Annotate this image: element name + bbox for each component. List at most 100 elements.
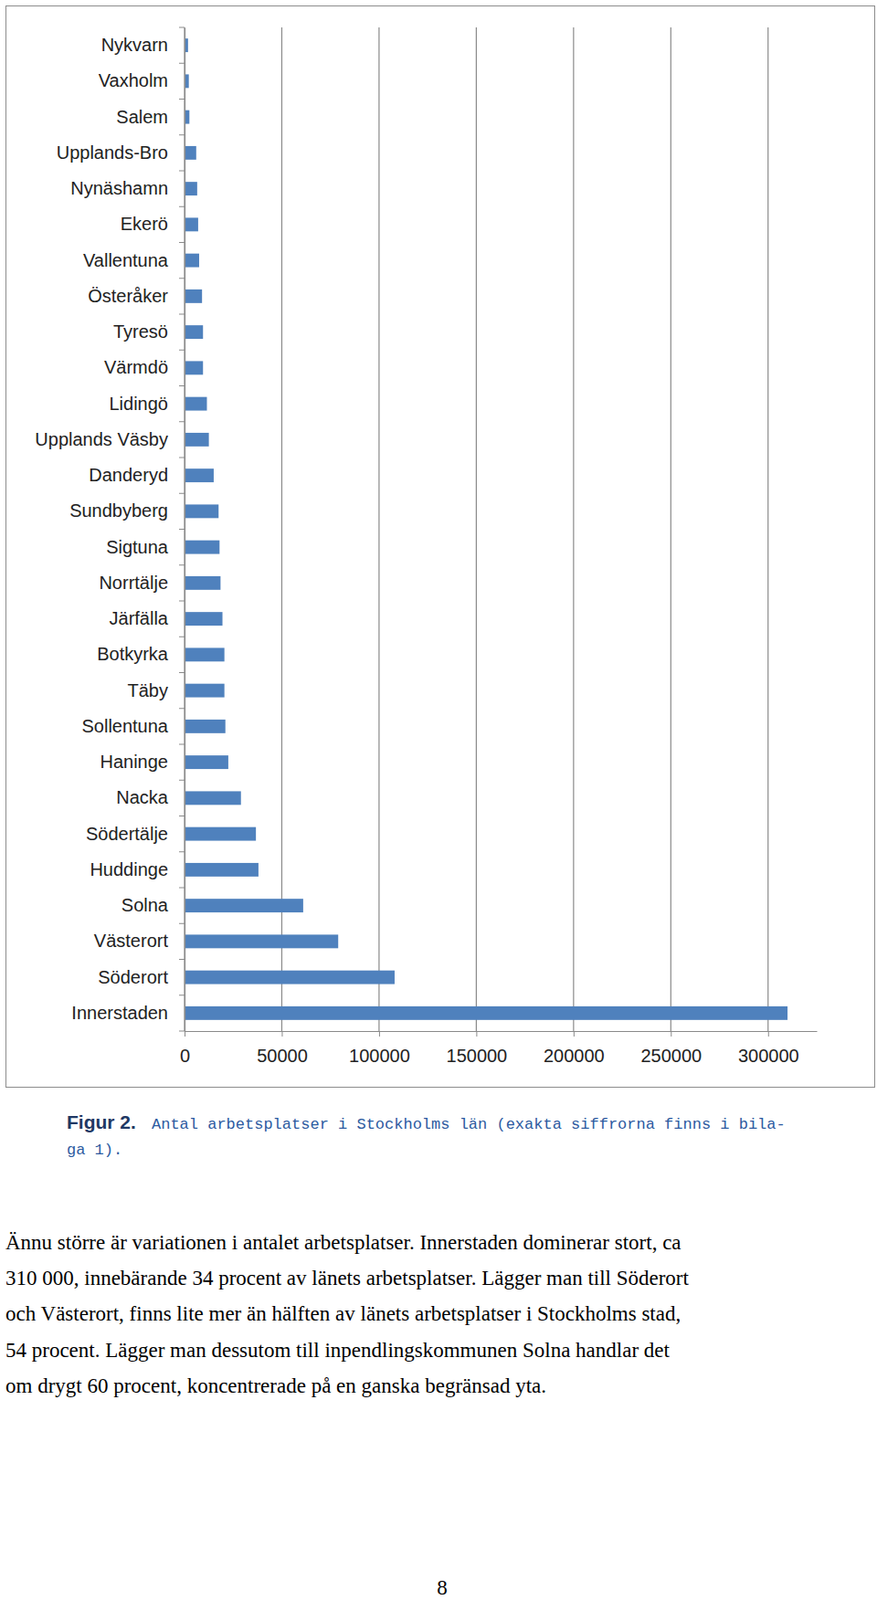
- paragraph-line: 54 procent. Lägger man dessutom till inp…: [5, 1339, 671, 1363]
- bar: [184, 791, 242, 805]
- y-tick: Vallentuna: [83, 250, 185, 271]
- bar: [184, 647, 225, 662]
- y-tick-label: Upplands-Bro: [56, 142, 169, 163]
- y-tick-label: Söderort: [97, 967, 169, 988]
- y-tick: Solna: [121, 895, 185, 916]
- bar: [184, 971, 395, 985]
- y-tick-label: Ekerö: [120, 213, 169, 234]
- y-tick-label: Sigtuna: [105, 537, 170, 558]
- y-tick: Österåker: [87, 285, 185, 307]
- paragraph-line: 310 000, innebärande 34 procent av länet…: [5, 1267, 690, 1290]
- y-tick: Sundbyberg: [69, 500, 185, 521]
- y-tick-label: Haninge: [99, 751, 169, 772]
- bar: [184, 827, 256, 842]
- grid-line: [378, 27, 380, 1032]
- y-tick-label: Upplands Väsby: [34, 429, 169, 450]
- x-tick: 150000: [446, 1031, 508, 1067]
- x-tick-label: 200000: [543, 1046, 605, 1067]
- grid-line: [572, 27, 574, 1032]
- y-tick: Norrtälje: [98, 572, 185, 593]
- category-divider: [179, 242, 185, 244]
- bar: [184, 325, 203, 339]
- x-axis: 0 50000 100000 150000 200000 250000 300000: [179, 1031, 818, 1067]
- category-divider: [179, 63, 185, 64]
- paragraph-line: Ännu större är variationen i antalet arb…: [5, 1231, 682, 1255]
- x-tick-mark: [379, 1031, 381, 1037]
- category-divider: [179, 780, 185, 782]
- x-tick: 200000: [543, 1031, 605, 1067]
- bar: [184, 1006, 788, 1021]
- grid-line: [767, 27, 769, 1032]
- category-divider: [179, 707, 185, 709]
- category-divider: [179, 314, 185, 316]
- y-tick: Täby: [127, 680, 185, 701]
- y-tick-label: Nynäshamn: [70, 178, 169, 199]
- y-tick-label: Nacka: [116, 787, 170, 808]
- y-tick: Haninge: [99, 751, 185, 772]
- y-tick-label: Täby: [127, 680, 169, 701]
- y-tick: Upplands Väsby: [34, 429, 185, 450]
- y-tick: Botkyrka: [96, 644, 185, 665]
- y-tick-label: Salem: [116, 106, 169, 127]
- bar: [184, 934, 339, 949]
- category-divider: [179, 385, 185, 387]
- bar: [184, 433, 210, 447]
- x-tick-label: 250000: [640, 1046, 702, 1067]
- x-tick-mark: [768, 1031, 770, 1037]
- y-tick-label: Södertälje: [85, 824, 169, 845]
- y-tick: Danderyd: [88, 464, 185, 486]
- caption: Figur 2.: [66, 1111, 137, 1133]
- category-divider: [179, 851, 185, 853]
- y-tick-label: Österåker: [87, 285, 169, 307]
- bar: [184, 576, 221, 591]
- category-divider: [179, 421, 185, 423]
- category-divider: [179, 349, 185, 351]
- caption-text: Antal arbetsplatser i Stockholms län (ex…: [151, 1116, 786, 1134]
- x-tick: 250000: [640, 1031, 702, 1067]
- y-tick: Järfälla: [109, 608, 185, 629]
- y-tick: Innerstaden: [71, 1003, 185, 1024]
- y-tick: Nynäshamn: [70, 178, 185, 199]
- bar: [184, 755, 229, 770]
- category-divider: [179, 134, 185, 136]
- y-tick: Salem: [116, 106, 185, 127]
- bar: [184, 397, 207, 412]
- caption-label: Figur 2.: [66, 1111, 137, 1133]
- y-tick-label: Västerort: [94, 930, 170, 951]
- y-tick-label: Järfälla: [109, 608, 170, 629]
- bar: [184, 719, 226, 734]
- bar: [184, 540, 220, 555]
- paragraph-line: och Västerort, finns lite mer än hälften…: [5, 1302, 681, 1326]
- category-divider: [179, 564, 185, 566]
- bar: [184, 146, 197, 160]
- bar: [184, 181, 198, 196]
- x-tick-label: 300000: [738, 1046, 800, 1067]
- y-axis: NykvarnVaxholmSalemUpplands-BroNynäshamn…: [34, 28, 185, 1033]
- category-divider: [179, 1031, 185, 1033]
- category-divider: [179, 923, 185, 925]
- bar: [184, 289, 202, 304]
- y-tick: Sollentuna: [81, 716, 185, 737]
- category-divider: [179, 887, 185, 889]
- x-tick-label: 50000: [256, 1046, 308, 1067]
- category-divider: [179, 601, 185, 603]
- category-divider: [179, 528, 185, 530]
- y-tick-label: Norrtälje: [98, 572, 169, 593]
- category-divider: [179, 815, 185, 817]
- x-tick-label: 100000: [348, 1046, 411, 1067]
- y-tick: Värmdö: [104, 357, 185, 378]
- category-divider: [179, 277, 185, 279]
- y-axis-line: [184, 28, 186, 1033]
- y-tick: Vaxholm: [98, 70, 185, 91]
- y-tick: Tyresö: [113, 321, 185, 342]
- category-divider: [179, 672, 185, 674]
- bars: [184, 38, 788, 1021]
- category-divider: [179, 98, 185, 100]
- x-tick: 0: [179, 1031, 191, 1067]
- bar: [184, 468, 214, 483]
- bar: [184, 504, 219, 518]
- paragraph-line: om drygt 60 procent, koncentrerade på en…: [5, 1374, 547, 1398]
- bar: [184, 898, 304, 913]
- bar: [184, 217, 199, 232]
- y-tick: Sigtuna: [105, 537, 185, 558]
